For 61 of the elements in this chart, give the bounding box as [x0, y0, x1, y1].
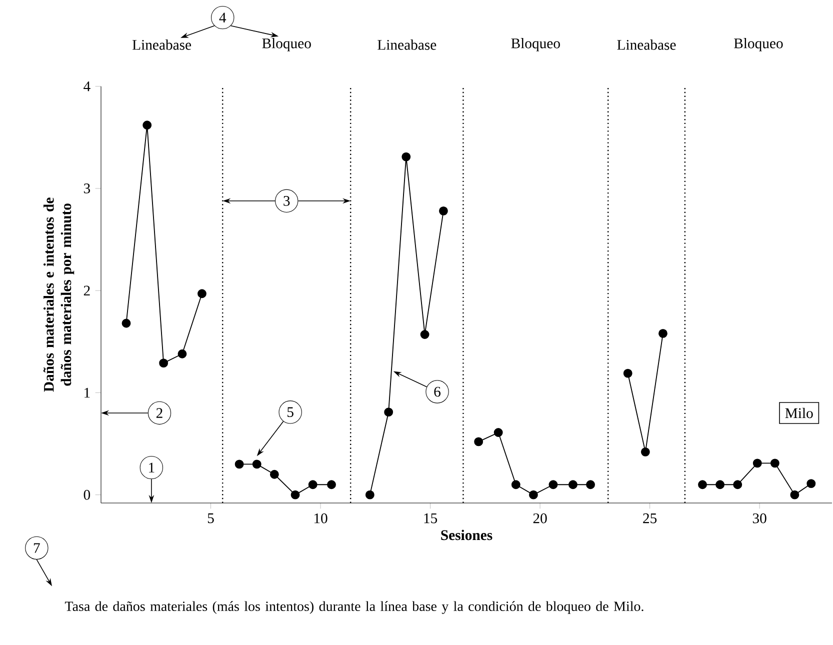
annotation: Milo	[785, 408, 813, 418]
text: Lineabase	[617, 40, 676, 50]
point	[770, 458, 780, 468]
point	[474, 437, 484, 446]
point	[548, 480, 558, 490]
point	[270, 470, 279, 479]
point	[290, 490, 300, 500]
y-tick-label: 3	[84, 184, 90, 194]
point	[806, 479, 816, 488]
point	[420, 330, 430, 339]
y-tick-label: 2	[84, 286, 90, 296]
point	[494, 428, 503, 437]
point	[752, 458, 762, 468]
point	[568, 480, 578, 490]
y-axis-title: Daños materiales e intentos de daños materiales por minuto	[43, 198, 74, 392]
text: 7	[34, 543, 40, 553]
x-tick-label: 20	[533, 513, 547, 524]
x-tick-label: 25	[643, 513, 657, 524]
text: Lineabase	[132, 40, 192, 50]
annotation: 1	[149, 462, 154, 472]
y-tick-label: 1	[84, 388, 90, 398]
point	[790, 490, 800, 500]
point	[327, 480, 336, 490]
point	[234, 460, 244, 469]
text: 4	[219, 12, 226, 22]
point	[159, 358, 168, 368]
point	[698, 480, 707, 490]
annotation: 5	[288, 407, 294, 418]
point	[623, 368, 632, 378]
x-axis-title: Sesiones	[441, 530, 492, 540]
text: Bloqueo	[262, 38, 311, 52]
point	[142, 120, 152, 130]
text: Tasa de daños materiales (más los intentos) durante la línea base y la condición de bloqueo de Milo.	[64, 601, 644, 614]
text: Bloqueo	[511, 38, 560, 52]
x-tick-label: 15	[424, 513, 438, 524]
point	[308, 480, 318, 490]
y-tick-label: 0	[84, 490, 90, 500]
point	[122, 318, 131, 328]
text: Bloqueo	[734, 38, 783, 52]
x-tick-label: 5	[208, 513, 214, 524]
point	[252, 460, 262, 469]
point	[438, 206, 448, 216]
point	[640, 447, 650, 456]
point	[586, 480, 595, 490]
point	[365, 490, 374, 500]
point	[384, 408, 394, 417]
point	[733, 480, 742, 490]
text: Lineabase	[378, 40, 436, 50]
annotation: 6	[434, 386, 440, 397]
point	[178, 349, 187, 358]
annotation: 3	[284, 196, 290, 206]
x-tick-label: 10	[314, 513, 328, 524]
point	[198, 289, 206, 298]
point	[402, 152, 411, 162]
point	[528, 490, 538, 500]
point	[511, 480, 520, 490]
y-tick-label: 4	[84, 82, 90, 92]
point	[658, 328, 668, 338]
point	[716, 480, 725, 490]
x-tick-label: 30	[752, 513, 766, 524]
annotation: 2	[156, 408, 162, 418]
